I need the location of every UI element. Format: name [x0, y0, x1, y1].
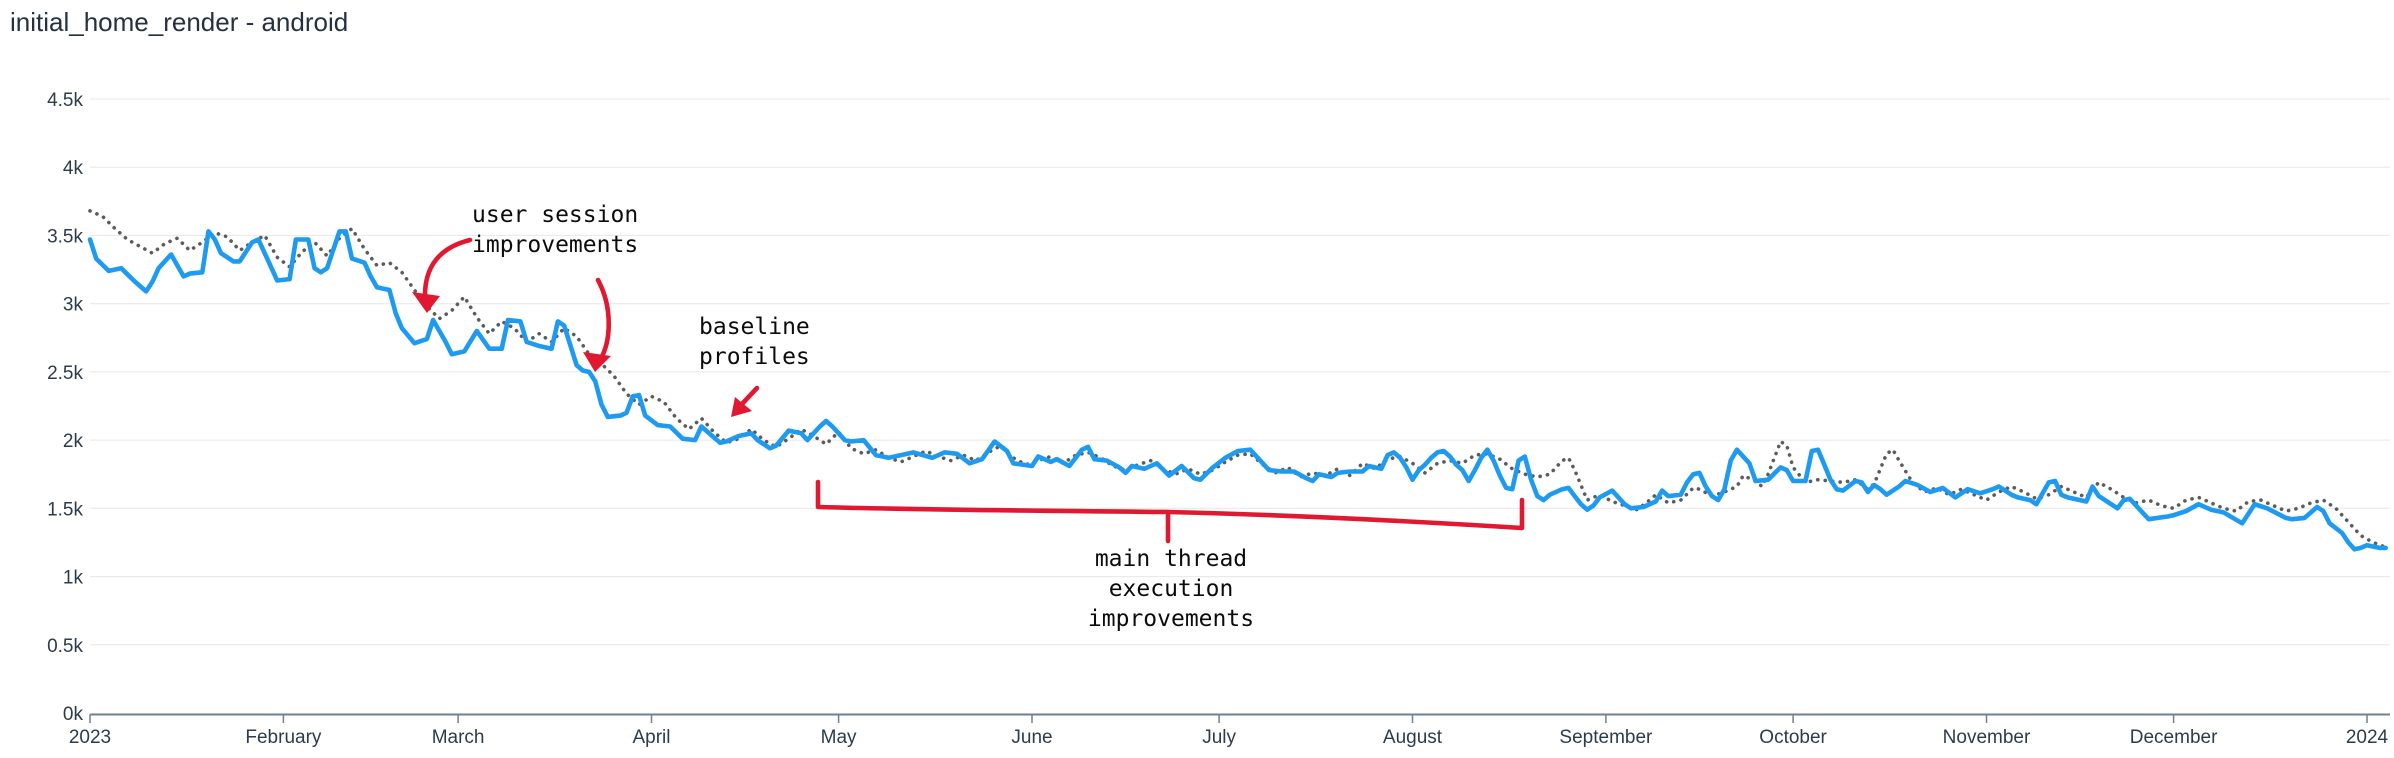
- y-tick-label: 0.5k: [47, 636, 83, 657]
- user-session-arrow-2: [595, 277, 612, 363]
- x-tick-label: December: [2130, 727, 2218, 748]
- x-tick-label: September: [1559, 727, 1653, 748]
- x-tick-label: November: [1943, 727, 2031, 748]
- y-tick-label: 1.5k: [47, 499, 83, 520]
- series-line-dotted: [88, 209, 2388, 550]
- x-tick-label: October: [1759, 727, 1827, 748]
- x-tick-label: May: [821, 727, 857, 748]
- series-line-solid: [87, 229, 2388, 552]
- baseline-profiles-arrow: [739, 385, 760, 407]
- annotation-baseline-profiles: baseline profiles: [699, 314, 810, 370]
- annotation-main-thread-improvements: main thread execution improvements: [1087, 546, 1255, 632]
- x-tick-label: April: [632, 727, 670, 748]
- x-tick-label: August: [1383, 727, 1443, 748]
- chart-title: initial_home_render - android: [10, 7, 349, 37]
- y-tick-label: 4.5k: [47, 90, 83, 111]
- y-tick-label: 0k: [63, 704, 84, 725]
- y-tick-label: 3k: [63, 295, 84, 316]
- user-session-arrow-1: [422, 237, 473, 302]
- x-tick-label: 2024: [2346, 727, 2389, 748]
- y-tick-label: 4k: [63, 158, 84, 179]
- baseline-profiles-arrow-head: [731, 397, 752, 417]
- x-tick-label: July: [1202, 727, 1236, 748]
- x-tick-label: March: [432, 727, 485, 748]
- annotation-user-session-improvements: user session improvements: [472, 202, 639, 258]
- y-tick-label: 3.5k: [47, 226, 83, 247]
- y-tick-label: 2k: [63, 431, 84, 452]
- x-tick-label: 2023: [69, 727, 111, 748]
- user-session-arrow-1-head: [412, 292, 440, 313]
- user-session-arrow-2-head: [583, 352, 611, 372]
- y-tick-label: 1k: [63, 568, 84, 589]
- x-tick-label: February: [245, 727, 322, 748]
- x-tick-label: June: [1011, 727, 1052, 748]
- y-tick-label: 2.5k: [47, 363, 83, 384]
